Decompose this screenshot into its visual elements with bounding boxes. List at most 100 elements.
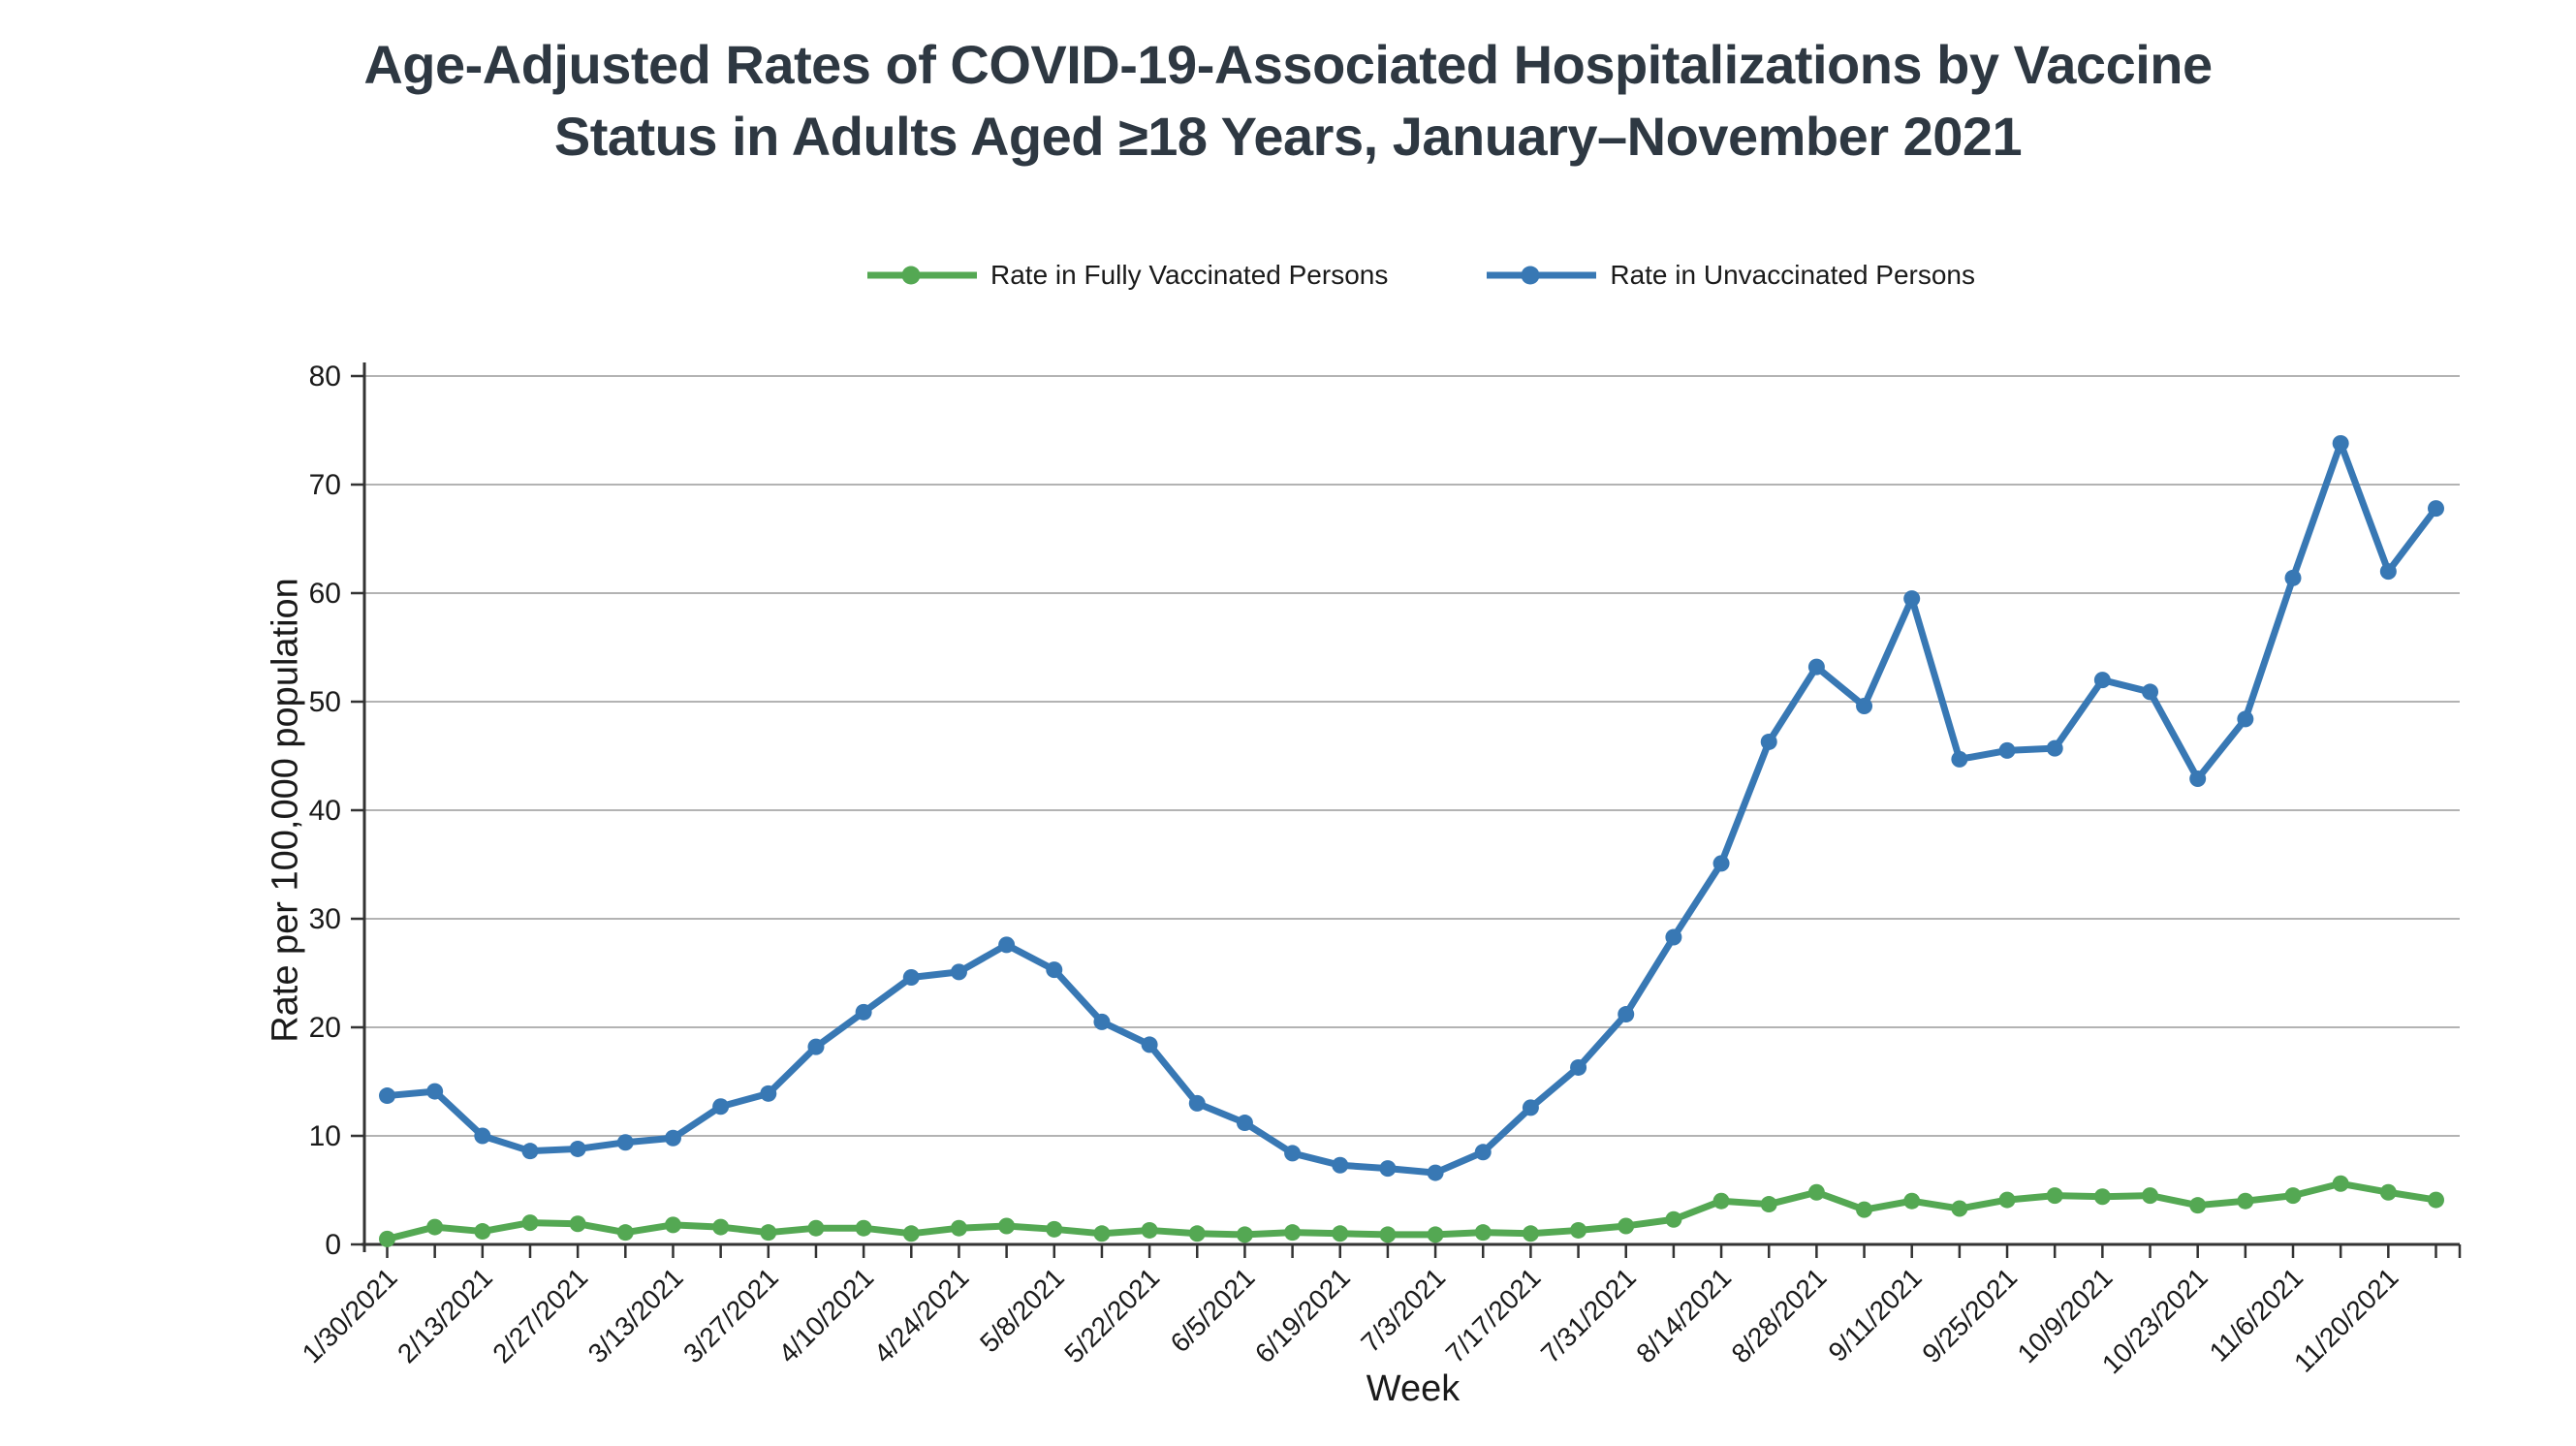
y-tick-label-80: 80 — [309, 361, 341, 393]
data-point-fully-vaccinated-11/20/2021 — [2379, 1183, 2397, 1201]
y-tick-label-70: 70 — [309, 469, 341, 501]
data-point-fully-vaccinated-5/29/2021 — [1188, 1225, 1206, 1242]
data-point-unvaccinated-9/4/2021 — [1856, 697, 1873, 714]
y-tick-label-60: 60 — [309, 578, 341, 610]
data-point-unvaccinated-9/11/2021 — [1903, 590, 1921, 608]
data-point-unvaccinated-2/13/2021 — [474, 1127, 491, 1145]
y-tick-label-0: 0 — [325, 1229, 341, 1261]
x-tick-label-3/13/2021: 3/13/2021 — [582, 1262, 689, 1368]
legend-label-unvaccinated: Rate in Unvaccinated Persons — [1610, 260, 1976, 290]
x-axis-title: Week — [1366, 1368, 1461, 1409]
x-tick-label-1/30/2021: 1/30/2021 — [297, 1262, 403, 1368]
data-point-unvaccinated-11/13/2021 — [2332, 434, 2349, 452]
data-point-fully-vaccinated-6/19/2021 — [1332, 1225, 1349, 1242]
x-tick-label-8/28/2021: 8/28/2021 — [1726, 1262, 1833, 1368]
data-point-fully-vaccinated-5/22/2021 — [1141, 1221, 1158, 1239]
series-line-unvaccinated — [384, 439, 2439, 1177]
data-point-unvaccinated-8/7/2021 — [1665, 928, 1682, 946]
data-point-unvaccinated-11/6/2021 — [2284, 569, 2302, 586]
data-point-unvaccinated-6/26/2021 — [1379, 1160, 1397, 1178]
data-point-unvaccinated-10/23/2021 — [2189, 770, 2207, 788]
data-point-fully-vaccinated-4/10/2021 — [855, 1219, 872, 1237]
data-point-fully-vaccinated-9/4/2021 — [1856, 1201, 1873, 1218]
data-point-unvaccinated-5/15/2021 — [1093, 1013, 1111, 1030]
data-point-unvaccinated-2/6/2021 — [426, 1083, 444, 1100]
data-point-fully-vaccinated-6/12/2021 — [1284, 1224, 1302, 1242]
data-point-fully-vaccinated-7/31/2021 — [1618, 1217, 1635, 1235]
data-point-unvaccinated-7/24/2021 — [1570, 1058, 1587, 1076]
x-tick-label-9/25/2021: 9/25/2021 — [1916, 1262, 2023, 1368]
data-point-unvaccinated-2/27/2021 — [569, 1140, 586, 1157]
data-point-fully-vaccinated-9/18/2021 — [1951, 1200, 1968, 1217]
data-point-unvaccinated-9/18/2021 — [1951, 750, 1968, 768]
x-tick-label-7/17/2021: 7/17/2021 — [1440, 1262, 1547, 1368]
x-tick-label-3/27/2021: 3/27/2021 — [677, 1262, 784, 1368]
series-line-fully-vaccinated — [384, 1179, 2439, 1242]
legend: Rate in Fully Vaccinated Persons Rate in… — [867, 260, 1975, 291]
data-point-fully-vaccinated-5/1/2021 — [998, 1217, 1016, 1235]
data-point-unvaccinated-7/10/2021 — [1474, 1144, 1492, 1161]
data-point-unvaccinated-5/1/2021 — [998, 936, 1016, 954]
data-point-unvaccinated-6/19/2021 — [1332, 1156, 1349, 1174]
chart-title: Age-Adjusted Rates of COVID-19-Associate… — [0, 29, 2576, 173]
data-point-unvaccinated-9/25/2021 — [1998, 741, 2016, 759]
chart-title-line2: Status in Adults Aged ≥18 Years, January… — [553, 106, 2023, 167]
data-point-fully-vaccinated-10/16/2021 — [2142, 1187, 2159, 1205]
data-point-unvaccinated-4/3/2021 — [807, 1038, 825, 1055]
data-point-unvaccinated-7/31/2021 — [1618, 1006, 1635, 1023]
legend-item-fully-vaccinated[interactable]: Rate in Fully Vaccinated Persons — [867, 260, 1388, 291]
data-point-unvaccinated-11/27/2021 — [2428, 500, 2444, 518]
x-tick-label-7/3/2021: 7/3/2021 — [1355, 1262, 1451, 1358]
y-tick-label-40: 40 — [309, 795, 341, 827]
data-point-unvaccinated-3/6/2021 — [616, 1134, 634, 1151]
data-point-fully-vaccinated-3/6/2021 — [616, 1224, 634, 1242]
data-point-fully-vaccinated-7/17/2021 — [1522, 1225, 1539, 1242]
data-point-fully-vaccinated-4/24/2021 — [950, 1219, 967, 1237]
data-point-fully-vaccinated-2/13/2021 — [474, 1223, 491, 1241]
data-point-fully-vaccinated-3/13/2021 — [664, 1216, 681, 1234]
data-point-unvaccinated-3/27/2021 — [760, 1084, 777, 1102]
x-tick-label-8/14/2021: 8/14/2021 — [1630, 1262, 1737, 1368]
data-point-unvaccinated-2/20/2021 — [521, 1143, 539, 1160]
data-point-fully-vaccinated-11/13/2021 — [2332, 1175, 2349, 1192]
data-point-unvaccinated-5/22/2021 — [1141, 1036, 1158, 1053]
data-point-fully-vaccinated-2/20/2021 — [521, 1214, 539, 1232]
data-point-unvaccinated-8/28/2021 — [1807, 658, 1825, 676]
data-point-fully-vaccinated-11/27/2021 — [2428, 1191, 2444, 1209]
data-point-unvaccinated-3/20/2021 — [712, 1098, 730, 1116]
data-point-unvaccinated-5/29/2021 — [1188, 1094, 1206, 1112]
data-point-fully-vaccinated-2/27/2021 — [569, 1215, 586, 1233]
y-tick-label-20: 20 — [309, 1012, 341, 1044]
x-tick-label-2/27/2021: 2/27/2021 — [487, 1262, 593, 1368]
data-point-fully-vaccinated-5/15/2021 — [1093, 1225, 1111, 1242]
data-point-unvaccinated-10/9/2021 — [2093, 672, 2111, 689]
data-point-fully-vaccinated-6/26/2021 — [1379, 1226, 1397, 1243]
legend-item-unvaccinated[interactable]: Rate in Unvaccinated Persons — [1487, 260, 1975, 291]
legend-marker-fully-vaccinated — [867, 266, 977, 285]
data-point-fully-vaccinated-7/3/2021 — [1427, 1226, 1444, 1243]
data-point-unvaccinated-1/30/2021 — [379, 1087, 395, 1105]
y-tick-label-50: 50 — [309, 686, 341, 718]
data-point-fully-vaccinated-10/23/2021 — [2189, 1197, 2207, 1214]
data-point-fully-vaccinated-3/27/2021 — [760, 1224, 777, 1242]
data-point-unvaccinated-10/2/2021 — [2046, 739, 2063, 757]
data-point-fully-vaccinated-7/24/2021 — [1570, 1221, 1587, 1239]
data-point-fully-vaccinated-4/17/2021 — [902, 1225, 920, 1242]
x-tick-label-4/10/2021: 4/10/2021 — [772, 1262, 879, 1368]
x-tick-label-11/20/2021: 11/20/2021 — [2288, 1262, 2404, 1378]
data-point-fully-vaccinated-4/3/2021 — [807, 1219, 825, 1237]
x-tick-label-5/8/2021: 5/8/2021 — [974, 1262, 1070, 1358]
data-point-unvaccinated-6/12/2021 — [1284, 1145, 1302, 1162]
x-tick-label-5/22/2021: 5/22/2021 — [1058, 1262, 1165, 1368]
data-point-fully-vaccinated-8/7/2021 — [1665, 1210, 1682, 1228]
y-tick-label-30: 30 — [309, 903, 341, 935]
x-tick-label-6/19/2021: 6/19/2021 — [1249, 1262, 1356, 1368]
data-point-unvaccinated-11/20/2021 — [2379, 563, 2397, 581]
data-point-unvaccinated-6/5/2021 — [1236, 1115, 1253, 1132]
data-point-unvaccinated-5/8/2021 — [1046, 961, 1063, 979]
data-point-unvaccinated-4/24/2021 — [950, 963, 967, 981]
data-point-unvaccinated-7/17/2021 — [1522, 1099, 1539, 1116]
x-tick-label-4/24/2021: 4/24/2021 — [868, 1262, 975, 1368]
data-point-fully-vaccinated-7/10/2021 — [1474, 1224, 1492, 1242]
